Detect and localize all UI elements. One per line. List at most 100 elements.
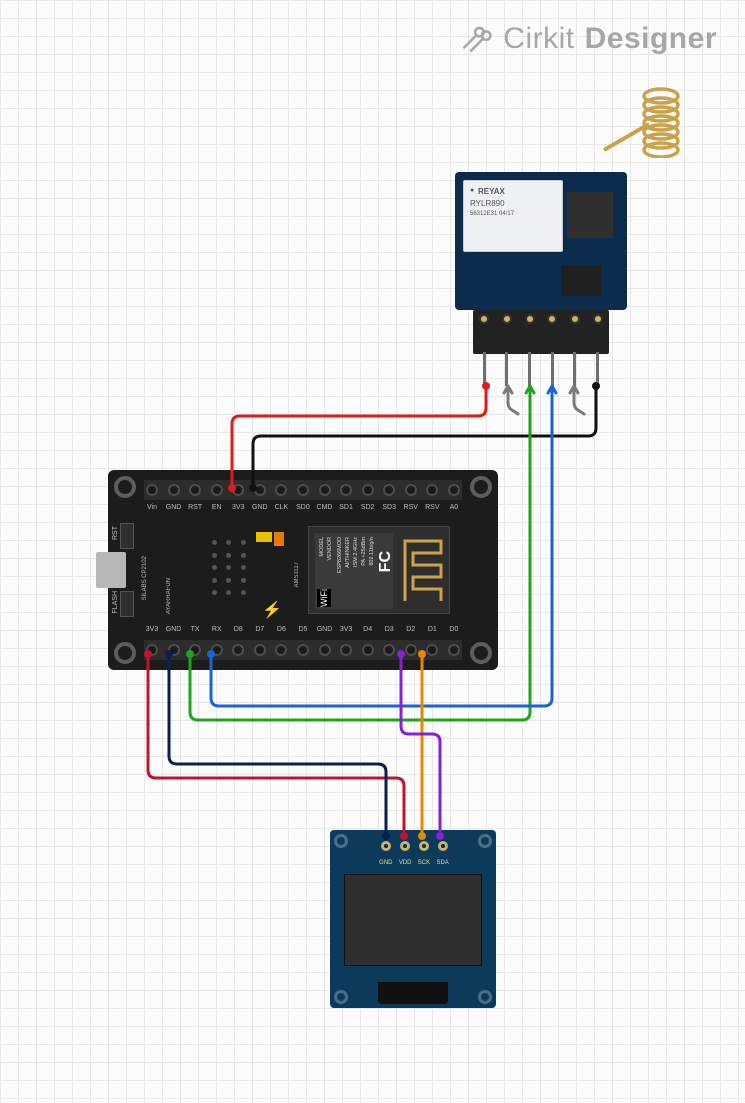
pin-hole	[146, 484, 158, 496]
esp-label: MODEL	[319, 537, 325, 557]
mount-hole	[470, 642, 492, 664]
pin-label: D1	[424, 626, 440, 636]
lora-module[interactable]: ● REYAX RYLR890 56312E31 04/17	[455, 172, 627, 310]
pin-label: D2	[403, 626, 419, 636]
brand-icon	[459, 22, 493, 56]
oled-pinlabels: GND VDD SCK SDA	[376, 860, 452, 866]
esp-label: VENDOR	[327, 537, 333, 561]
brand-name-2: Designer	[585, 22, 717, 56]
pin-hole	[340, 644, 352, 656]
lora-label-2: RYLR890	[470, 199, 505, 208]
pin-hole	[426, 484, 438, 496]
lora-label-3: 56312E31 04/17	[470, 211, 514, 217]
esp-label: 802.11b/g/n	[369, 537, 375, 566]
pin-hole	[426, 644, 438, 656]
flash-label: FLASH	[112, 591, 119, 614]
pin-label: RSV	[424, 504, 440, 514]
mcu-pinlabels-top: VinGNDRSTEN3V3GNDCLKSD0CMDSD1SD2SD3RSVRS…	[144, 504, 462, 514]
pin-label: RSV	[403, 504, 419, 514]
pin-hole	[168, 644, 180, 656]
mount-hole	[478, 834, 492, 848]
pin-hole	[211, 484, 223, 496]
pin-label: GND	[317, 626, 333, 636]
pin-label: GND	[379, 860, 392, 866]
pin-label: SD1	[338, 504, 354, 514]
mcu-led-orange	[274, 532, 284, 546]
brand-name-1: Cirkit	[503, 22, 574, 56]
lora-smallchip	[561, 266, 601, 296]
pin-hole	[168, 484, 180, 496]
pin-label: SD2	[360, 504, 376, 514]
pin-label: D0	[446, 626, 462, 636]
wire-arrow	[526, 386, 534, 393]
pin-label: RST	[187, 504, 203, 514]
pin-label: Vin	[144, 504, 160, 514]
pin-hole	[232, 484, 244, 496]
mount-hole	[470, 476, 492, 498]
oled-flex-cable	[378, 982, 448, 1004]
mcu-pinrow-top	[144, 480, 462, 500]
reset-button[interactable]	[120, 523, 134, 549]
pin-label: VDD	[399, 860, 412, 866]
fcc-icon: FC	[377, 551, 395, 572]
pin-label: GND	[252, 504, 268, 514]
pin-hole	[405, 644, 417, 656]
mcu-gnd-bot-to-oled-gnd[interactable]	[169, 654, 386, 836]
pin-hole	[275, 484, 287, 496]
wifi-mark: WiFi	[317, 589, 331, 607]
wire-arrow	[504, 386, 512, 393]
pin-hole	[146, 644, 158, 656]
pin-label: RX	[209, 626, 225, 636]
rst-label: RST	[112, 526, 119, 540]
pin-label: GND	[166, 626, 182, 636]
mount-hole	[114, 476, 136, 498]
mount-hole	[334, 990, 348, 1004]
esp8266-module: MODEL VENDOR ESP8266MOD AI/THINKER ISM 2…	[308, 526, 450, 614]
pin-label: D8	[230, 626, 246, 636]
brand-watermark: Cirkit Designer	[459, 22, 717, 56]
esp-label: ISM 2.4GHz	[353, 537, 359, 567]
usb-port	[96, 552, 126, 588]
oled-display[interactable]: GND VDD SCK SDA	[330, 830, 496, 1008]
pin-label: SD3	[381, 504, 397, 514]
oled-pinrow	[376, 834, 452, 858]
lora-nrst[interactable]	[508, 386, 518, 414]
lora-pin-header	[473, 310, 609, 354]
pin-label: D4	[360, 626, 376, 636]
mcu-led-yellow	[256, 532, 272, 542]
pin-label: 3V3	[230, 504, 246, 514]
pin-label: D7	[252, 626, 268, 636]
pin-hole	[448, 484, 460, 496]
pin-label: D6	[273, 626, 289, 636]
pin-label: SDA	[436, 860, 448, 866]
lora-pins	[473, 352, 609, 386]
mcu-3v3-bot-to-oled-vdd[interactable]	[148, 654, 404, 836]
silabs-label: SILABS CP2102	[142, 556, 149, 600]
pin-hole	[340, 484, 352, 496]
pin-hole	[297, 484, 309, 496]
lora-label-dot: ●	[470, 187, 474, 194]
pin-label: GND	[166, 504, 182, 514]
pin-hole	[448, 644, 460, 656]
mount-hole	[478, 990, 492, 1004]
pin-label: A0	[446, 504, 462, 514]
nodemcu-board[interactable]: VinGNDRSTEN3V3GNDCLKSD0CMDSD1SD2SD3RSVRS…	[108, 470, 498, 670]
pin-hole	[232, 644, 244, 656]
circuit-canvas: Cirkit Designer ● REYAX RYLR890 56312E31…	[0, 0, 745, 1103]
pin-hole	[405, 484, 417, 496]
pin-hole	[189, 644, 201, 656]
flash-button[interactable]	[120, 591, 134, 617]
mcu-pinlabels-bot: 3V3GNDTXRXD8D7D6D5GND3V3D4D3D2D1D0	[144, 626, 462, 636]
oled-screen	[344, 874, 482, 966]
mcu-d2-to-oled-sda[interactable]	[401, 654, 440, 836]
pin-label: SCK	[418, 860, 430, 866]
pin-label: CLK	[273, 504, 289, 514]
pin-label: D5	[295, 626, 311, 636]
pin-hole	[254, 644, 266, 656]
mount-hole	[334, 834, 348, 848]
lora-gnd2[interactable]	[574, 386, 584, 414]
pin-label: D3	[381, 626, 397, 636]
pin-hole	[189, 484, 201, 496]
mount-hole	[114, 642, 136, 664]
pin-hole	[362, 484, 374, 496]
